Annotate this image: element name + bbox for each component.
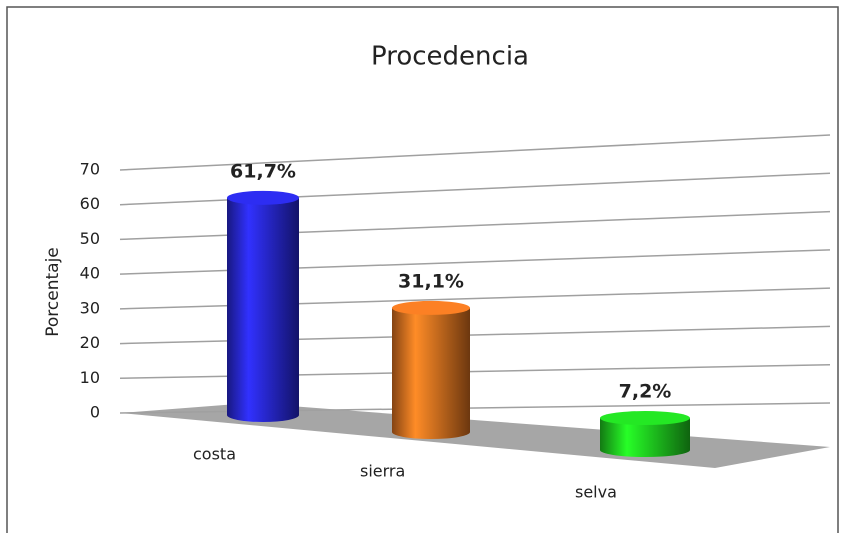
bar	[392, 300, 470, 439]
y-tick-label: 20	[80, 333, 100, 352]
chart-title: Procedencia	[371, 42, 529, 72]
x-tick-label: costa	[193, 445, 236, 464]
data-label: 31,1%	[398, 270, 464, 292]
y-axis-label: Porcentaje	[43, 247, 63, 337]
frame	[6, 6, 839, 533]
x-tick-label: selva	[575, 483, 617, 502]
bar-body	[600, 418, 690, 457]
bar	[227, 190, 299, 422]
y-tick-label: 30	[80, 298, 100, 317]
bar	[600, 411, 690, 457]
y-tick-label: 70	[80, 160, 100, 179]
data-label: 61,7%	[230, 160, 296, 182]
bar-top	[227, 190, 299, 205]
x-tick-label: sierra	[360, 462, 405, 481]
y-tick-label: 60	[80, 194, 100, 213]
bar-body	[392, 307, 470, 439]
grid-line	[119, 134, 831, 171]
bar-body	[227, 197, 299, 422]
y-tick-label: 40	[80, 264, 100, 283]
bar-top	[392, 300, 470, 315]
y-tick-label: 50	[80, 229, 100, 248]
data-label: 7,2%	[619, 381, 672, 403]
bar-top	[600, 411, 690, 426]
y-tick-label: 10	[80, 368, 100, 387]
y-tick-label: 0	[90, 403, 100, 422]
